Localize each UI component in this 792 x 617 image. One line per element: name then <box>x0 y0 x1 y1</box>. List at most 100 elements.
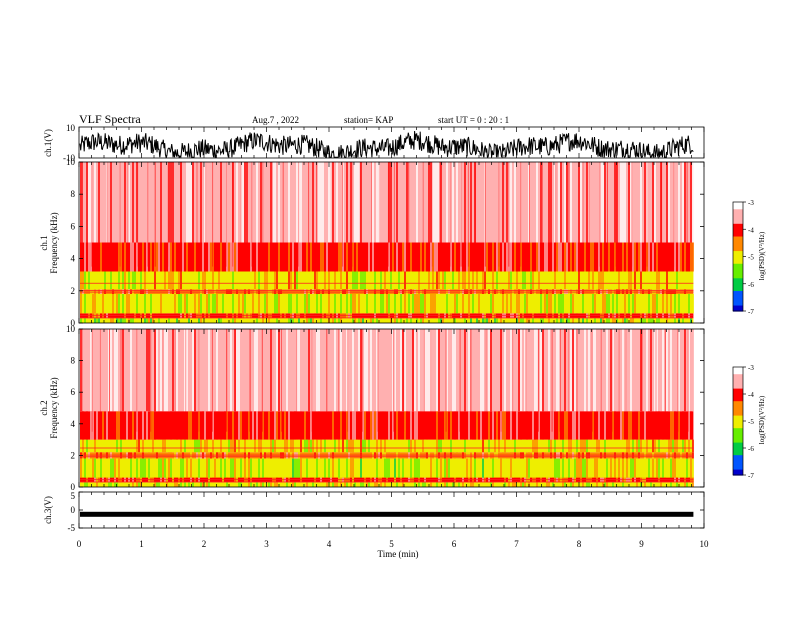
spectrogram-cell <box>660 482 662 487</box>
spectrogram-cell <box>472 482 474 487</box>
spectrogram-streak <box>99 329 101 432</box>
spectrogram-cell <box>382 294 384 314</box>
colorbar-swatch <box>733 294 743 298</box>
spectrogram-cell <box>102 318 104 323</box>
spectrogram-cell <box>454 294 456 314</box>
spectrogram-cell <box>232 271 234 290</box>
spectrogram-cell <box>616 242 618 272</box>
spectrogram-cell <box>218 318 220 323</box>
spectrogram-cell <box>176 482 178 487</box>
spectrogram-cell <box>374 294 376 314</box>
spectrogram-cell <box>434 242 436 272</box>
spectrogram-streak <box>460 162 462 267</box>
spectrogram-cell <box>176 329 178 412</box>
spectrogram-cell <box>610 458 612 478</box>
spectrogram-cell <box>394 458 396 478</box>
spectrogram-cell <box>90 458 92 478</box>
spectrogram-cell <box>666 162 668 243</box>
spectrogram-cell <box>322 482 324 487</box>
spectrogram-cell <box>190 271 192 290</box>
spectrogram-cell <box>222 458 224 478</box>
spectrogram-cell <box>206 242 208 272</box>
spectrogram-cell <box>358 271 360 290</box>
spectrogram-cell <box>240 318 242 323</box>
spectrogram-cell <box>336 482 338 487</box>
spectrogram-cell <box>142 294 144 314</box>
spectrogram-cell <box>418 242 420 272</box>
spectrogram-cell <box>612 329 614 412</box>
spectrogram-cell <box>648 411 650 440</box>
spectrogram-cell <box>684 162 686 243</box>
spectrogram-cell <box>146 294 148 314</box>
spectrogram-cell <box>426 242 428 272</box>
spectrogram-cell <box>526 411 528 440</box>
spectrogram-cell <box>320 242 322 272</box>
spectrogram-cell <box>464 458 466 478</box>
spectrogram-cell <box>254 329 256 412</box>
spectrogram-cell <box>642 318 644 323</box>
xtick-label: 2 <box>202 539 207 549</box>
spectrogram-cell <box>606 411 608 440</box>
spectrogram-cell <box>112 482 114 487</box>
spectrogram-cell <box>202 482 204 487</box>
spectrogram-cell <box>596 458 598 478</box>
ch1-waveform-trace <box>79 130 694 160</box>
colorbar-swatch <box>733 229 743 232</box>
spectrogram-cell <box>236 439 238 453</box>
spectrogram-cell <box>626 439 628 453</box>
colorbar-swatch <box>733 390 743 393</box>
spectrogram-streak <box>423 329 425 432</box>
spectrogram-cell <box>510 318 512 323</box>
spectrogram-cell <box>146 458 148 478</box>
spectrogram-streak <box>338 329 340 432</box>
spectrogram-cell <box>600 458 602 478</box>
spectrogram-cell <box>492 242 494 272</box>
start-ut-label: start UT = 0 : 20 : 1 <box>438 115 509 125</box>
colorbar-swatch <box>733 267 743 270</box>
colorbar-swatch <box>733 236 743 239</box>
spectrogram-cell <box>340 482 342 487</box>
spectrogram-cell <box>154 271 156 290</box>
spectrogram-cell <box>418 482 420 487</box>
spectrogram-cell <box>446 294 448 314</box>
spectrogram-cell <box>658 271 660 290</box>
spectrogram-cell <box>438 482 440 487</box>
colorbar-tick-label: -7 <box>748 472 754 480</box>
spectrogram-streak <box>82 329 83 432</box>
spectrogram-cell <box>130 242 132 272</box>
colorbar-swatch <box>733 223 743 227</box>
spectrogram-cell <box>228 439 230 453</box>
spectrogram-cell <box>534 242 536 272</box>
spectrogram-cell <box>572 482 574 487</box>
spectrogram-cell <box>652 458 654 478</box>
spectrogram-cell <box>318 294 320 314</box>
spectrogram-cell <box>310 318 312 323</box>
spectrogram-cell <box>236 162 238 243</box>
spectrogram-cell <box>384 482 386 487</box>
spectrogram-cell <box>212 294 214 314</box>
spectrogram-cell <box>496 242 498 272</box>
spectrogram-cell <box>656 458 658 478</box>
ytick-label: 0 <box>71 482 76 492</box>
spectrogram-cell <box>658 411 660 440</box>
spectrogram-cell <box>526 318 528 323</box>
colorbar-swatch <box>733 292 743 296</box>
spectrogram-cell <box>252 411 254 440</box>
spectrogram-cell <box>108 318 110 323</box>
spectrogram-streak <box>174 329 176 432</box>
spectrogram-cell <box>554 458 556 478</box>
spectrogram-cell <box>650 482 652 487</box>
spectrogram-cell <box>192 162 194 243</box>
spectrogram-cell <box>648 271 650 290</box>
spectrogram-cell <box>414 482 416 487</box>
spectrogram-cell <box>612 294 614 314</box>
spectrogram-cell <box>442 294 444 314</box>
ch1-ytick-bottom: -10 <box>63 153 75 163</box>
spectrogram-streak <box>281 329 282 432</box>
spectrogram-cell <box>372 242 374 272</box>
spectrogram-cell <box>202 271 204 290</box>
spectrogram-cell <box>616 439 618 453</box>
spectrogram-cell <box>444 482 446 487</box>
spectrogram-cell <box>598 411 600 440</box>
spectrogram-cell <box>292 329 294 412</box>
